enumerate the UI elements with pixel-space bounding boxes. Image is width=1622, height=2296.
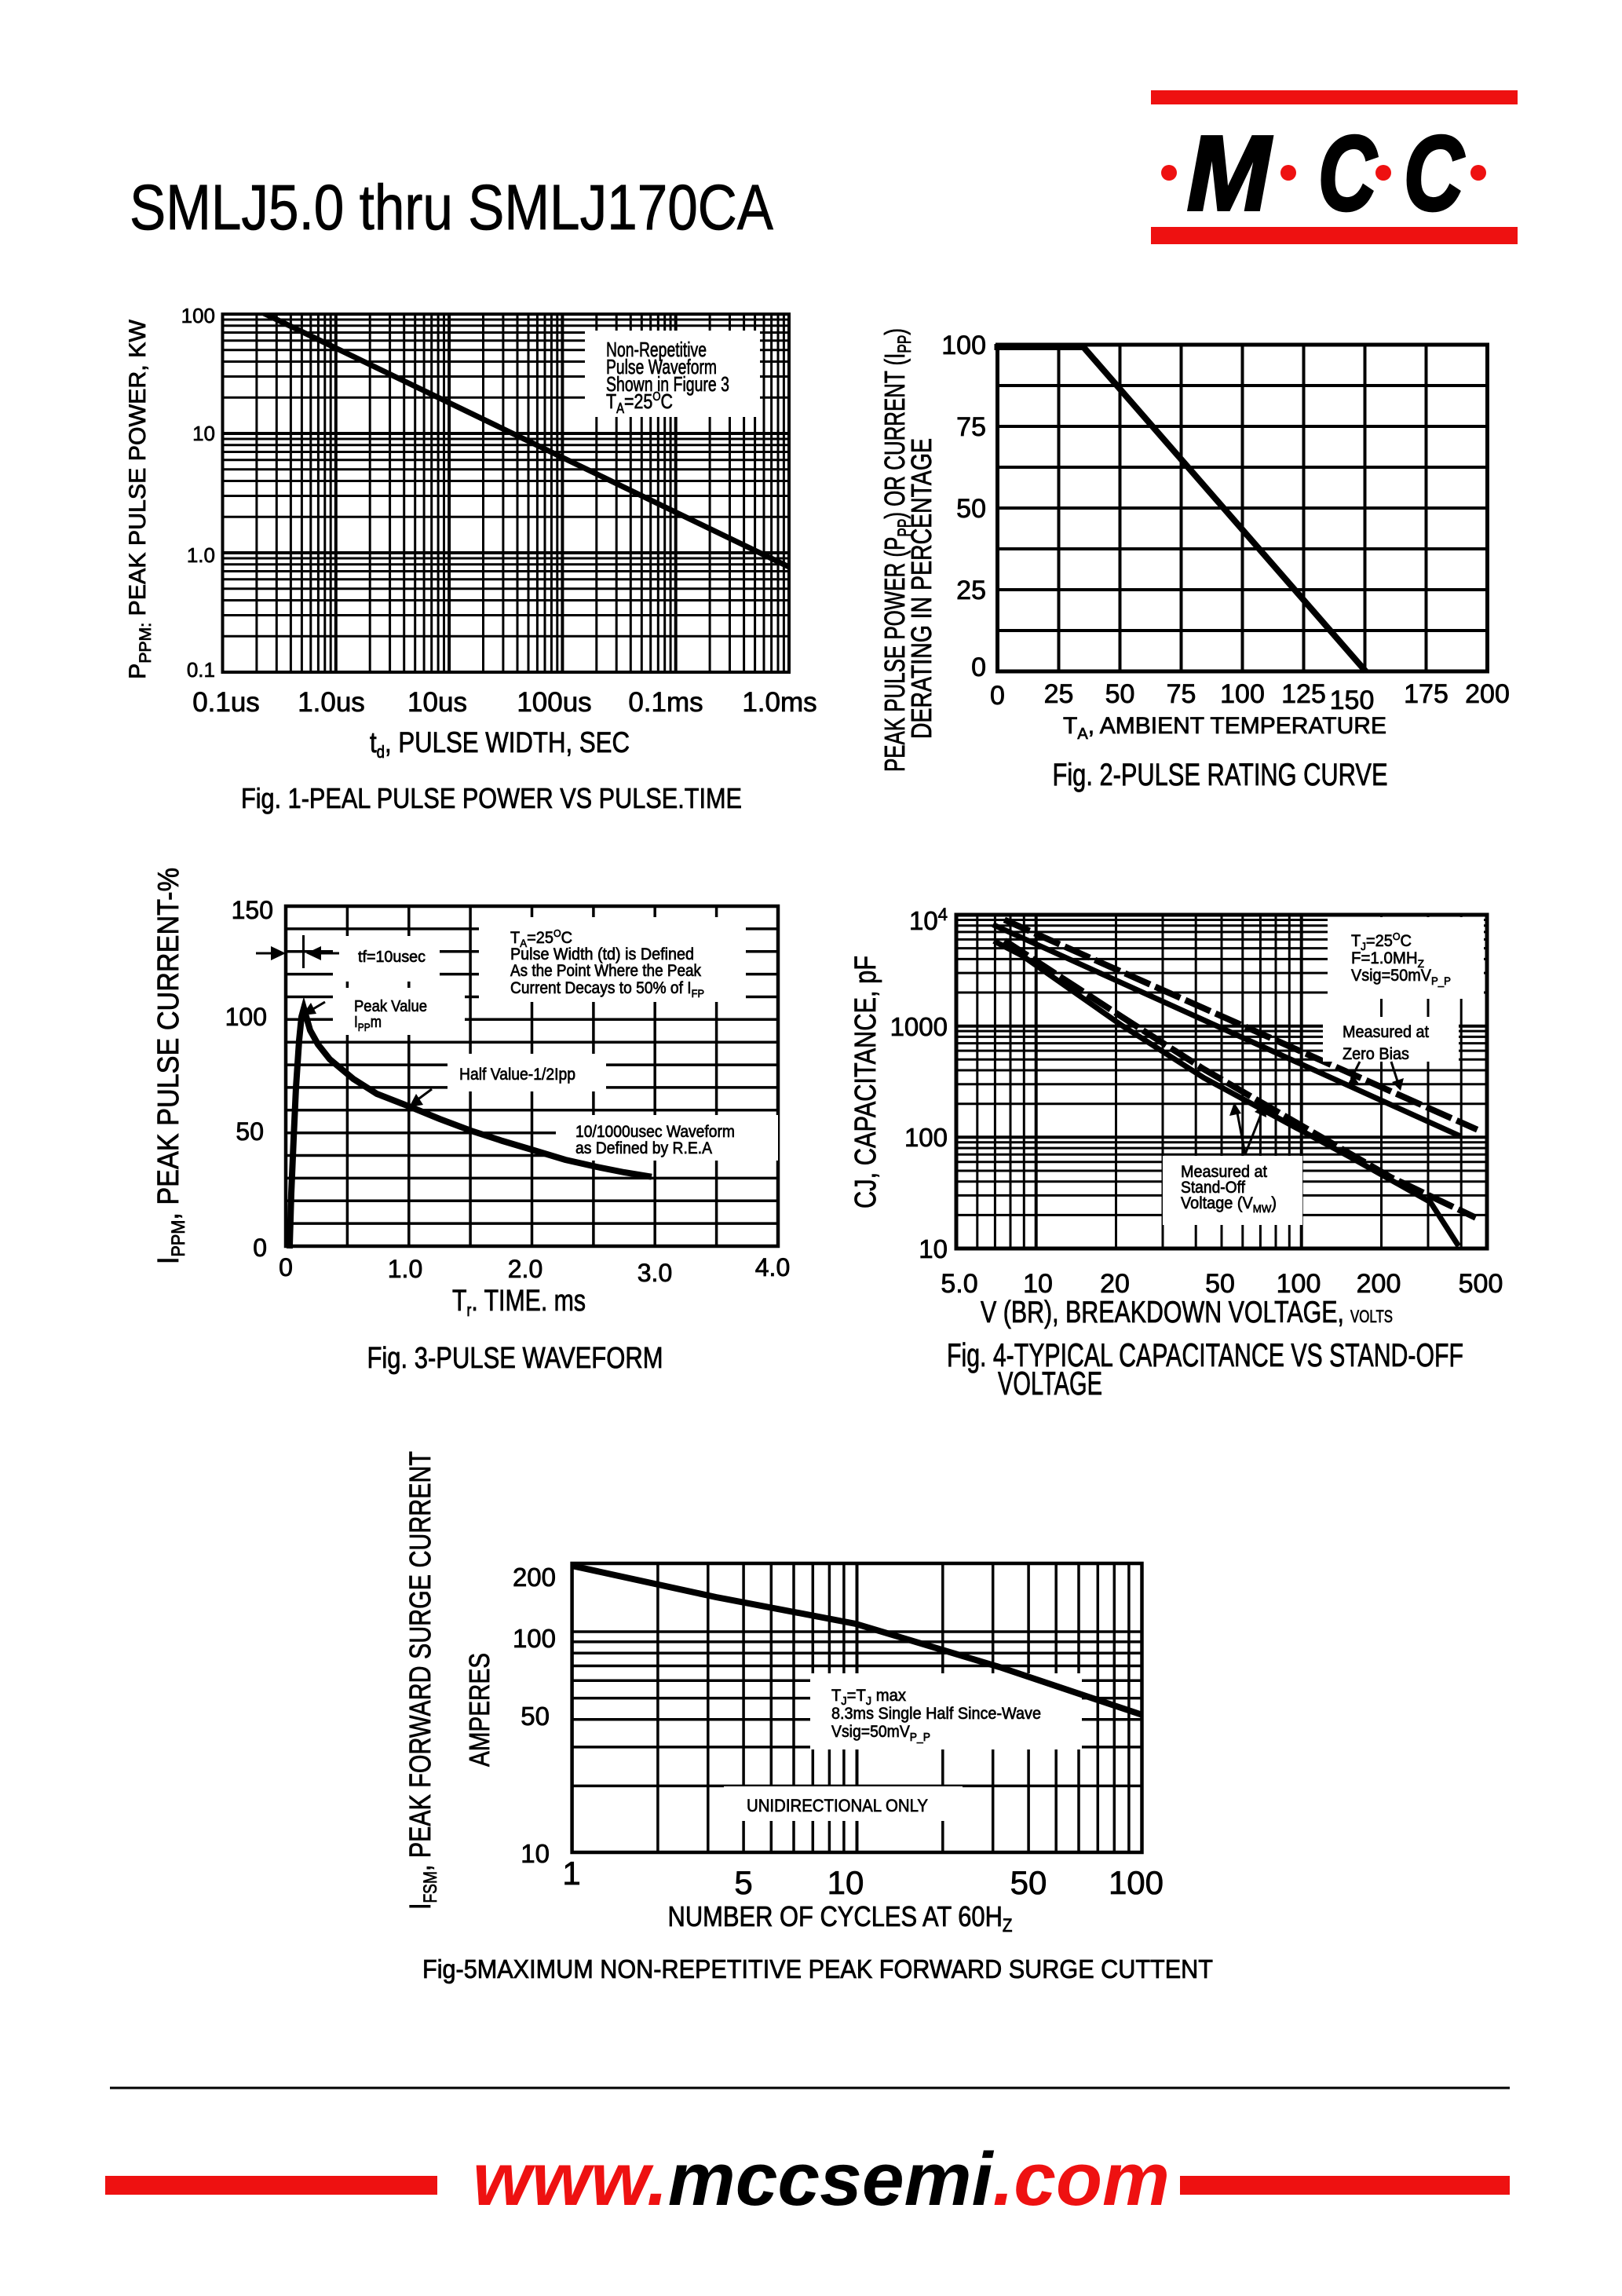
svg-text:AMPERES: AMPERES bbox=[463, 1653, 495, 1767]
svg-text:C: C bbox=[1318, 114, 1378, 232]
svg-text:0.1ms: 0.1ms bbox=[628, 687, 703, 718]
svg-text:10us: 10us bbox=[407, 687, 467, 718]
svg-text:PPPM:​ PEAK PULSE POWER, KW: PPPM:​ PEAK PULSE POWER, KW bbox=[125, 319, 155, 679]
svg-text:50: 50 bbox=[956, 494, 986, 524]
svg-text:1.0us: 1.0us bbox=[298, 687, 365, 718]
svg-text:3.0: 3.0 bbox=[637, 1259, 672, 1287]
svg-text:Current Decays to 50% of IFP​: Current Decays to 50% of IFP​ bbox=[510, 979, 704, 1000]
svg-text:1000: 1000 bbox=[890, 1012, 948, 1041]
svg-text:Fig. 2-PULSE RATING CURVE: Fig. 2-PULSE RATING CURVE bbox=[1053, 758, 1388, 792]
svg-text:5.0: 5.0 bbox=[941, 1269, 977, 1299]
svg-text:td​, PULSE WIDTH, SEC: td​, PULSE WIDTH, SEC bbox=[370, 726, 630, 762]
svg-text:IPPM​, PEAK PULSE CURRENT-%: IPPM​, PEAK PULSE CURRENT-% bbox=[152, 868, 189, 1264]
svg-text:TA​, AMBIENT TEMPERATURE: TA​, AMBIENT TEMPERATURE bbox=[1063, 713, 1386, 743]
svg-text:10: 10 bbox=[192, 422, 215, 445]
svg-text:50: 50 bbox=[1105, 679, 1135, 709]
svg-text:10: 10 bbox=[919, 1234, 948, 1263]
svg-text:Pulse Width (td) is Defined: Pulse Width (td) is Defined bbox=[510, 945, 694, 963]
svg-text:0: 0 bbox=[279, 1253, 293, 1281]
svg-text:Fig. 4-TYPICAL CAPACITANCE VS: Fig. 4-TYPICAL CAPACITANCE VS STAND-OFF bbox=[947, 1336, 1463, 1373]
svg-text:1.0ms: 1.0ms bbox=[742, 687, 816, 718]
svg-text:www.mccsemi.com: www.mccsemi.com bbox=[473, 2137, 1170, 2221]
svg-text:Shown in Figure 3: Shown in Figure 3 bbox=[606, 372, 729, 396]
svg-text:Measured at: Measured at bbox=[1181, 1163, 1267, 1181]
svg-text:50: 50 bbox=[1205, 1269, 1235, 1299]
svg-text:1.0: 1.0 bbox=[187, 543, 215, 567]
svg-text:25: 25 bbox=[956, 576, 986, 605]
svg-text:NUMBER OF CYCLES AT 60HZ​: NUMBER OF CYCLES AT 60HZ​ bbox=[668, 1900, 1013, 1936]
svg-text:500: 500 bbox=[1459, 1269, 1503, 1299]
svg-text:Half Value-1/2Ipp: Half Value-1/2Ipp bbox=[459, 1066, 575, 1084]
svg-text:100: 100 bbox=[1220, 679, 1265, 709]
svg-text:104: 104 bbox=[909, 905, 948, 935]
svg-text:0: 0 bbox=[971, 653, 986, 682]
svg-text:SMLJ5.0 thru SMLJ170CA: SMLJ5.0 thru SMLJ170CA bbox=[130, 172, 773, 243]
svg-text:5: 5 bbox=[734, 1864, 752, 1901]
svg-text:TA​=25O​C: TA​=25O​C bbox=[606, 389, 673, 416]
svg-text:10: 10 bbox=[521, 1839, 550, 1868]
svg-text:10: 10 bbox=[827, 1864, 864, 1901]
svg-text:25: 25 bbox=[1044, 679, 1074, 709]
svg-text:Stand-Off: Stand-Off bbox=[1181, 1179, 1245, 1197]
svg-text:50: 50 bbox=[1010, 1864, 1047, 1901]
svg-text:100: 100 bbox=[904, 1123, 948, 1152]
svg-text:DERATING IN PERCENTAGE: DERATING IN PERCENTAGE bbox=[905, 438, 937, 739]
svg-text:200: 200 bbox=[1465, 679, 1510, 709]
svg-text:IFSM​, PEAK FORWARD SURGE CURR: IFSM​, PEAK FORWARD SURGE CURRENT bbox=[404, 1451, 441, 1910]
svg-text:Tr​. TIME. ms: Tr​. TIME. ms bbox=[452, 1285, 586, 1320]
svg-text:175: 175 bbox=[1404, 679, 1448, 709]
svg-text:1.0: 1.0 bbox=[388, 1255, 422, 1283]
svg-text:1: 1 bbox=[562, 1855, 580, 1892]
svg-text:Pulse Waveform: Pulse Waveform bbox=[606, 355, 717, 378]
svg-text:125: 125 bbox=[1281, 679, 1326, 709]
svg-text:Measured at: Measured at bbox=[1343, 1023, 1429, 1041]
svg-text:100: 100 bbox=[941, 331, 986, 360]
svg-text:C: C bbox=[1404, 114, 1465, 232]
svg-text:VOLTAGE: VOLTAGE bbox=[998, 1365, 1102, 1402]
svg-text:Fig. 3-PULSE WAVEFORM: Fig. 3-PULSE WAVEFORM bbox=[367, 1342, 663, 1375]
svg-text:8.3ms Single Half Since-Wave: 8.3ms Single Half Since-Wave bbox=[831, 1705, 1041, 1723]
svg-text:tf=10usec: tf=10usec bbox=[358, 949, 426, 966]
svg-text:100: 100 bbox=[1277, 1269, 1321, 1299]
svg-text:0.1: 0.1 bbox=[187, 658, 215, 682]
svg-text:20: 20 bbox=[1100, 1269, 1130, 1299]
svg-text:UNIDIRECTIONAL ONLY: UNIDIRECTIONAL ONLY bbox=[747, 1796, 928, 1815]
svg-text:V (BR), BREAKDOWN VOLTAGE,: V (BR), BREAKDOWN VOLTAGE, bbox=[981, 1296, 1344, 1329]
svg-text:Peak Value: Peak Value bbox=[354, 998, 427, 1015]
svg-text:150: 150 bbox=[232, 896, 273, 924]
svg-text:75: 75 bbox=[956, 412, 986, 442]
svg-text:VOLTS: VOLTS bbox=[1350, 1307, 1393, 1326]
svg-text:0.1us: 0.1us bbox=[192, 687, 260, 718]
svg-text:200: 200 bbox=[1357, 1269, 1401, 1299]
svg-text:75: 75 bbox=[1167, 679, 1196, 709]
svg-text:CJ, CAPACITANCE, pF: CJ, CAPACITANCE, pF bbox=[849, 956, 882, 1208]
svg-text:As the Point Where the Peak: As the Point Where the Peak bbox=[510, 962, 701, 980]
svg-text:100: 100 bbox=[225, 1003, 267, 1031]
svg-text:0: 0 bbox=[990, 681, 1005, 711]
svg-text:as Defined by R.E.A: as Defined by R.E.A bbox=[575, 1139, 712, 1157]
svg-text:150: 150 bbox=[1330, 686, 1375, 715]
svg-text:2.0: 2.0 bbox=[508, 1255, 542, 1283]
svg-text:Zero Bias: Zero Bias bbox=[1343, 1045, 1409, 1063]
svg-text:Fig-5MAXIMUM NON-REPETITIVE PE: Fig-5MAXIMUM NON-REPETITIVE PEAK FORWARD… bbox=[422, 1954, 1213, 1983]
svg-text:PEAK PULSE POWER (PPP​) OR CUR: PEAK PULSE POWER (PPP​) OR CURRENT (IPP​… bbox=[879, 328, 915, 772]
svg-text:0: 0 bbox=[253, 1234, 267, 1262]
svg-text:200: 200 bbox=[513, 1563, 556, 1592]
svg-text:50: 50 bbox=[521, 1702, 550, 1731]
svg-text:100: 100 bbox=[181, 304, 215, 327]
svg-text:100: 100 bbox=[1109, 1864, 1164, 1901]
svg-text:100us: 100us bbox=[517, 687, 591, 718]
svg-text:50: 50 bbox=[236, 1117, 264, 1146]
svg-text:Non-Repetitive: Non-Repetitive bbox=[606, 338, 707, 361]
svg-text:100: 100 bbox=[513, 1624, 556, 1653]
svg-text:4.0: 4.0 bbox=[755, 1253, 790, 1281]
svg-text:Fig. 1-PEAL PULSE POWER VS PUL: Fig. 1-PEAL PULSE POWER VS PULSE.TIME bbox=[241, 782, 742, 814]
svg-text:10/1000usec Waveform: 10/1000usec Waveform bbox=[575, 1123, 735, 1141]
svg-text:10: 10 bbox=[1023, 1269, 1053, 1299]
svg-text:M: M bbox=[1187, 114, 1272, 232]
svg-text:F=1.0MHZ​: F=1.0MHZ​ bbox=[1351, 949, 1424, 970]
